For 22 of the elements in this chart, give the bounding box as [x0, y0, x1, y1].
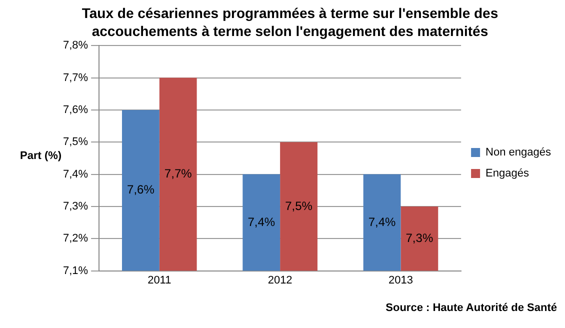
- y-tick-label: 7,2%: [62, 232, 88, 245]
- legend-label: Non engagés: [486, 146, 552, 159]
- y-tick-label: 7,3%: [62, 200, 88, 212]
- x-tick-label: 2013: [388, 274, 413, 286]
- data-label: 7,4%: [248, 214, 276, 229]
- y-tick-label: 7,5%: [62, 136, 88, 148]
- data-label: 7,7%: [164, 166, 192, 181]
- source-note: Source : Haute Autorité de Santé: [386, 302, 557, 314]
- y-axis-title: Part (%): [20, 150, 62, 162]
- x-tick-label: 2012: [268, 274, 292, 286]
- y-tick-label: 7,8%: [62, 40, 88, 52]
- y-tick-label: 7,4%: [62, 168, 88, 180]
- y-tick-label: 7,1%: [62, 264, 88, 277]
- chart-title: Taux de césariennes programmées à terme sur l'ensemble des accouchements à terme selon l'engagement des maternités: [80, 4, 500, 40]
- y-tick-label: 7,6%: [62, 104, 88, 116]
- data-label: 7,6%: [127, 182, 155, 197]
- legend-label: Engagés: [486, 168, 530, 180]
- y-tick-label: 7,7%: [62, 72, 88, 84]
- data-label: 7,3%: [406, 230, 434, 245]
- data-label: 7,4%: [368, 214, 396, 229]
- data-label: 7,5%: [285, 198, 313, 213]
- x-tick-label: 2011: [148, 274, 172, 286]
